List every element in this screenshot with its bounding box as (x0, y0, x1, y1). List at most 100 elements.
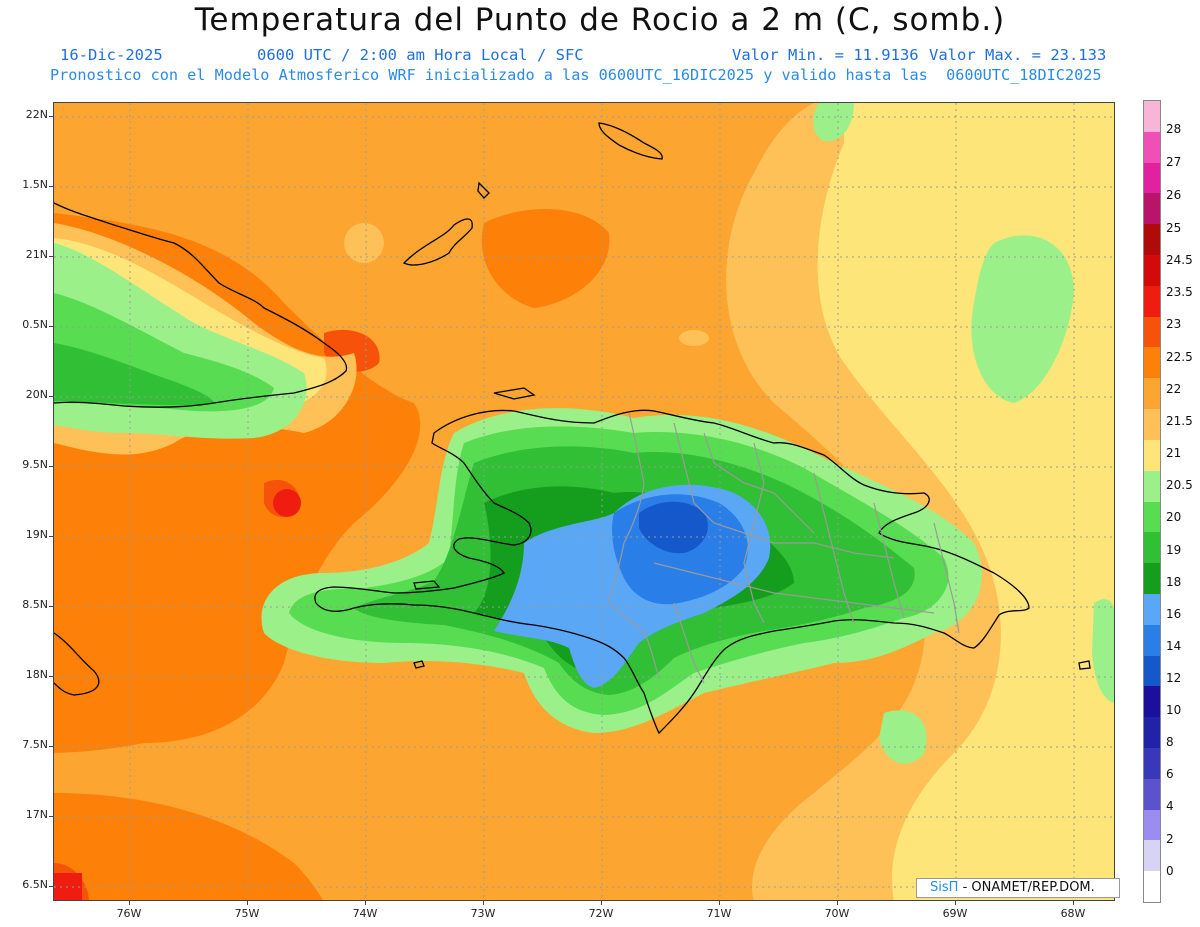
field-21-spot1 (344, 223, 384, 263)
cuba-east-coast (54, 632, 100, 696)
max-value: Valor Max. = 23.133 (929, 46, 1107, 64)
colorbar-segment (1144, 532, 1160, 564)
field-layers (54, 103, 1114, 900)
colorbar-label: 2 (1166, 832, 1174, 846)
colorbar-label: 12 (1166, 671, 1182, 685)
field-12-island (639, 501, 708, 554)
tortuga (493, 387, 536, 400)
x-tick (837, 901, 838, 905)
y-label: 17N (25, 808, 48, 821)
colorbar-label: 21.5 (1166, 414, 1193, 428)
colorbar-segment (1144, 131, 1160, 164)
y-label: 6.5N (22, 878, 48, 891)
colorbar-segment (1144, 655, 1160, 687)
y-label: 18N (25, 668, 48, 681)
sispi-logo: SisΠ (930, 880, 959, 895)
y-tick (49, 326, 53, 327)
navassa (413, 660, 425, 669)
colorbar-segment (1144, 409, 1160, 441)
colorbar-label: 22.5 (1166, 350, 1193, 364)
field-19-cuba (54, 343, 214, 406)
x-label: 68W (1060, 907, 1086, 920)
x-label: 72W (588, 907, 614, 920)
y-label: 20N (25, 388, 48, 401)
province-lines-1 (673, 422, 895, 559)
y-tick (49, 746, 53, 747)
colorbar-segment (1144, 193, 1160, 225)
grid-lines (54, 103, 1114, 900)
y-label: 1.5N (22, 178, 48, 191)
y-tick (49, 816, 53, 817)
coastlines (54, 122, 1091, 735)
colorbar-segment (1144, 686, 1160, 718)
colorbar-segment (1144, 255, 1160, 287)
colorbar-segment (1144, 347, 1160, 379)
x-tick (247, 901, 248, 905)
x-label: 75W (234, 907, 260, 920)
min-value: Valor Min. = 11.9136 (732, 46, 919, 64)
y-label: 8.5N (22, 598, 48, 611)
colorbar-label: 25 (1166, 221, 1182, 235)
y-tick (49, 886, 53, 887)
y-label: 9.5N (22, 458, 48, 471)
colorbar-label: 18 (1166, 575, 1182, 589)
x-tick (365, 901, 366, 905)
field-20.5-e (1092, 599, 1114, 703)
colorbar-segment (1144, 593, 1160, 626)
y-tick (49, 606, 53, 607)
colorbar-label: 24.5 (1166, 253, 1193, 267)
province-lines-3 (653, 562, 935, 614)
field-22-bottom (54, 793, 323, 900)
bahamas-2 (477, 181, 490, 199)
x-tick (129, 901, 130, 905)
field-22-top (481, 209, 610, 308)
y-label: 0.5N (22, 318, 48, 331)
field-20.5-se (879, 710, 927, 764)
dewpoint-map (53, 102, 1115, 901)
colorbar-label: 20 (1166, 510, 1182, 524)
field-20.5-nw (813, 103, 854, 142)
x-label: 70W (824, 907, 850, 920)
colorbar-label: 23.5 (1166, 285, 1193, 299)
colorbar-segment (1144, 871, 1160, 903)
map-title: Temperatura del Punto de Rocio a 2 m (C,… (194, 2, 1006, 38)
province-lines-4 (743, 442, 765, 624)
x-tick (601, 901, 602, 905)
colorbar-label: 20.5 (1166, 478, 1193, 492)
cuba-coast (54, 202, 348, 408)
y-tick (49, 116, 53, 117)
y-tick (49, 186, 53, 187)
colorbar-segment (1144, 162, 1160, 194)
colorbar-segment (1144, 224, 1160, 256)
gonave (413, 580, 441, 590)
colorbar-segment (1144, 563, 1160, 595)
y-tick (49, 676, 53, 677)
forecast-time: 0600 UTC / 2:00 am Hora Local / SFC (257, 46, 584, 64)
y-tick (49, 256, 53, 257)
colorbar-label: 6 (1166, 767, 1174, 781)
colorbar-segment (1144, 316, 1160, 348)
colorbar-label: 21 (1166, 446, 1182, 460)
y-label: 7.5N (22, 738, 48, 751)
y-label: 19N (25, 528, 48, 541)
colorbar-label: 23 (1166, 317, 1182, 331)
field-23 (273, 489, 301, 517)
bahamas-3 (598, 122, 663, 160)
y-tick (49, 536, 53, 537)
colorbar-label: 16 (1166, 607, 1182, 621)
colorbar-label: 26 (1166, 188, 1182, 202)
x-tick (1073, 901, 1074, 905)
province-lines-2 (703, 432, 815, 534)
colorbar-segment (1144, 747, 1160, 780)
colorbar-segment (1144, 470, 1160, 502)
x-label: 76W (116, 907, 142, 920)
x-label: 73W (470, 907, 496, 920)
colorbar-label: 19 (1166, 543, 1182, 557)
map-canvas (54, 103, 1114, 900)
colorbar-segment (1144, 624, 1160, 657)
province-lines-6 (873, 502, 905, 619)
y-label: 21N (25, 248, 48, 261)
hispaniola-coast (314, 409, 1030, 735)
province-lines-7 (933, 522, 960, 634)
forecast-date: 16-Dic-2025 (60, 46, 163, 64)
